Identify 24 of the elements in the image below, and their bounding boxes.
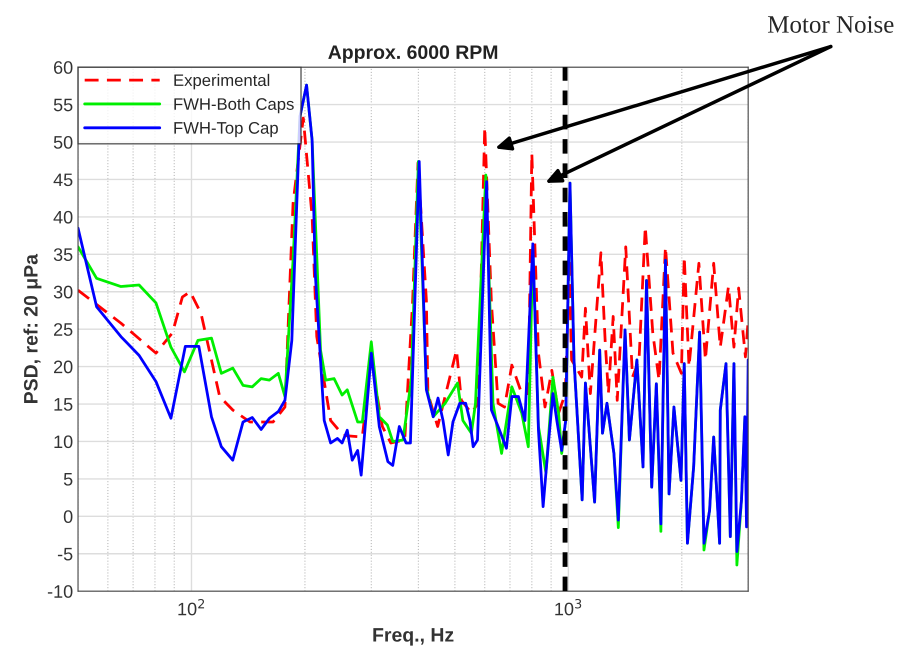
y-tick-label: 5: [64, 473, 72, 486]
legend-label: Experimental: [174, 74, 270, 90]
y-tick-label: 55: [54, 98, 72, 112]
x-tick-label: 10$^{3}$: [555, 598, 582, 616]
y-tick-label: 30: [54, 286, 72, 298]
chart-title: Approx. 6000 RPM: [328, 45, 498, 63]
y-tick-label: 40: [54, 210, 72, 224]
text: Motor Noise: [768, 16, 894, 33]
y-tick-label: 35: [54, 248, 72, 262]
y-tick-label: -5: [58, 548, 72, 560]
y-tick-label: 10: [54, 435, 72, 448]
y-tick-label: 20: [54, 360, 72, 374]
y-tick-label: 15: [54, 398, 72, 411]
y-tick-label: 25: [54, 323, 72, 336]
y-tick-label: 45: [54, 174, 72, 186]
y-tick-label: 60: [54, 61, 72, 74]
y-axis-title: PSD, ref: 20 μPa: [23, 254, 42, 403]
y-tick-label: -10: [48, 585, 72, 598]
legend-label: FWH-Both Caps: [174, 98, 294, 114]
legend-label: FWH-Top Cap: [174, 122, 278, 138]
x-axis-title: Freq., Hz: [373, 628, 454, 646]
y-tick-label: 50: [54, 136, 72, 149]
x-tick-label: 10$^{2}$: [178, 598, 204, 616]
y-tick-label: 0: [64, 510, 72, 524]
